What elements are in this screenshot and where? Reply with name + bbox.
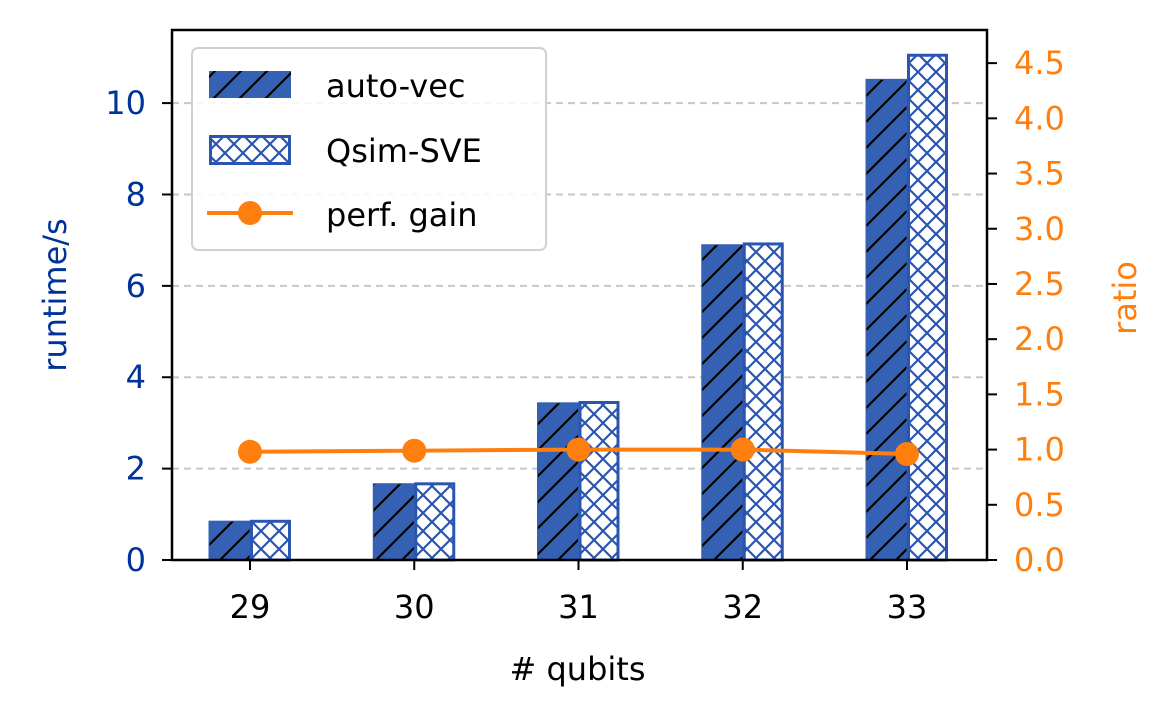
- right-tick-label: 3.0: [1014, 210, 1065, 248]
- legend-label-perf-gain: perf. gain: [326, 196, 478, 234]
- bar-qsim-sve: [250, 519, 291, 562]
- bar-qsim-sve: [414, 482, 456, 562]
- y2-axis-label: ratio: [1106, 261, 1144, 335]
- legend-swatch-marker: [238, 201, 262, 225]
- x-tick-label: 31: [558, 588, 599, 626]
- perf-gain-point: [238, 439, 262, 464]
- right-tick-label: 4.0: [1014, 99, 1065, 137]
- x-tick-label: 30: [394, 588, 435, 626]
- left-tick-label: 2: [126, 450, 146, 488]
- x-tick-label: 33: [887, 588, 928, 626]
- bar-auto-vec: [372, 483, 415, 561]
- bars: [208, 53, 948, 562]
- axes: 0 2 4 6 8 10 0.0 0.5 1.0 1.5 2.0 2.5 3.0 3.5 4.0 4.5 29 3…: [36, 44, 1144, 688]
- bar-qsim-sve: [742, 242, 784, 562]
- legend-label-auto-vec: auto-vec: [326, 67, 466, 105]
- bar-auto-vec: [208, 520, 251, 561]
- right-tick-label: 0.0: [1014, 541, 1065, 579]
- perf-gain-point: [566, 437, 591, 462]
- bar-auto-vec: [701, 244, 744, 561]
- right-tick-label: 1.0: [1014, 431, 1065, 469]
- x-tick-label: 32: [722, 588, 763, 626]
- bar-auto-vec: [537, 402, 579, 561]
- perf-gain-point: [895, 442, 919, 466]
- perf-gain-line: [238, 437, 919, 466]
- bar-auto-vec: [865, 78, 908, 561]
- bar-qsim-sve: [907, 53, 948, 562]
- right-tick-label: 2.0: [1014, 320, 1065, 358]
- y-axis-label: runtime/s: [36, 218, 74, 371]
- left-tick-label: 10: [105, 84, 146, 122]
- left-tick-label: 0: [126, 541, 146, 579]
- legend-swatch-auto-vec: [209, 71, 291, 98]
- x-axis-label: # qubits: [510, 650, 646, 688]
- perf-gain-point: [730, 437, 755, 462]
- legend: auto-vec Qsim-SVE perf. gain: [191, 47, 547, 251]
- legend-swatch-qsim-sve: [209, 135, 291, 165]
- right-tick-label: 2.5: [1014, 265, 1065, 303]
- x-tick-label: 29: [230, 588, 271, 626]
- legend-box: [191, 47, 547, 251]
- right-tick-label: 4.5: [1014, 44, 1065, 82]
- perf-gain-point: [402, 438, 427, 463]
- left-tick-label: 6: [126, 267, 146, 305]
- left-tick-label: 4: [126, 358, 146, 396]
- bar-qsim-sve: [578, 401, 620, 562]
- right-tick-label: 1.5: [1014, 375, 1065, 413]
- right-tick-label: 3.5: [1014, 155, 1065, 193]
- legend-label-qsim-sve: Qsim-SVE: [326, 132, 482, 170]
- right-tick-label: 0.5: [1014, 486, 1065, 524]
- left-tick-label: 8: [126, 175, 146, 213]
